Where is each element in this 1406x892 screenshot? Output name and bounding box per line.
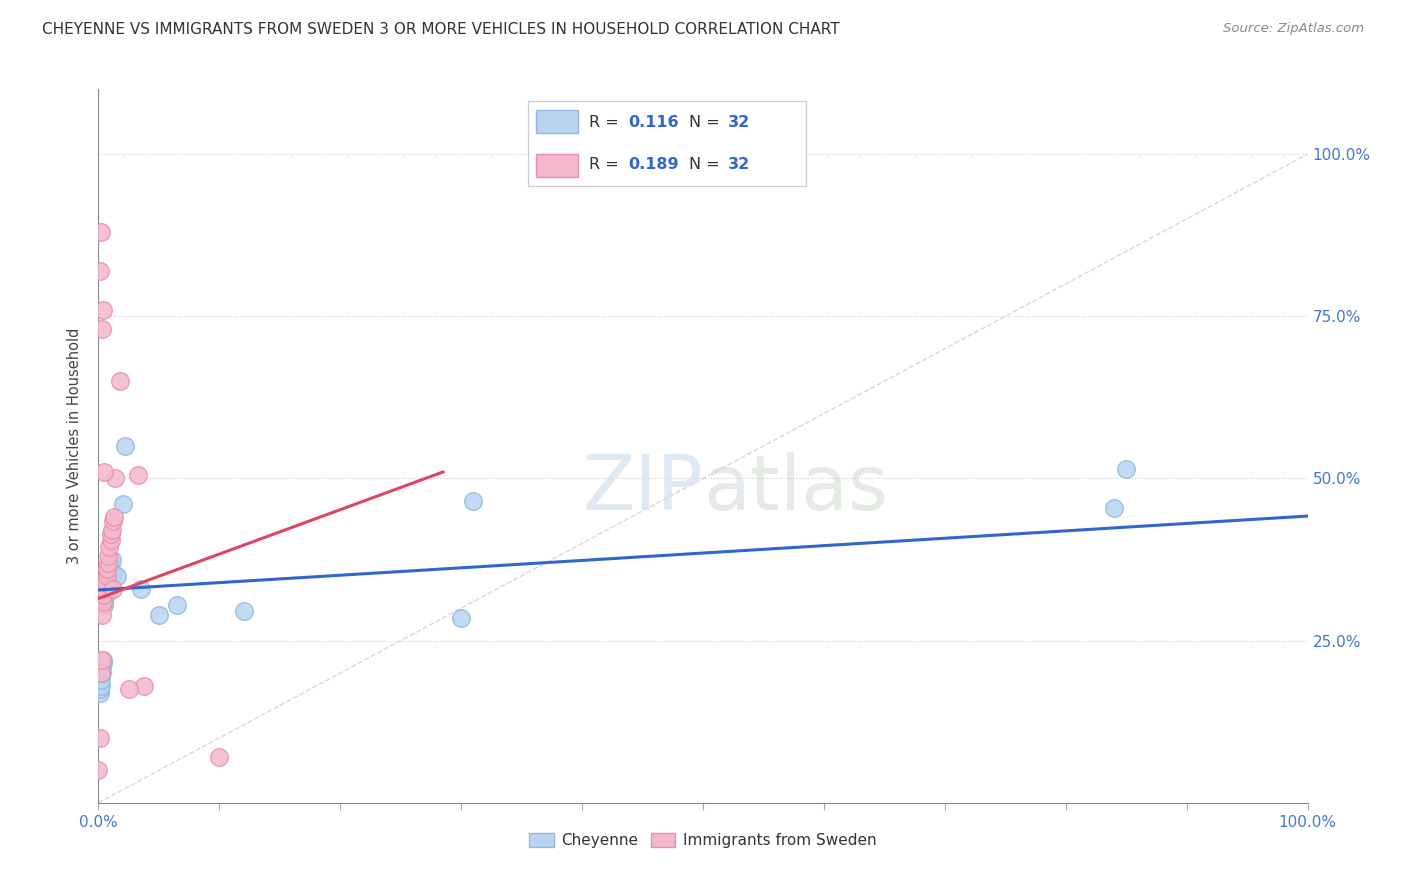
Point [1102,500,1125,515]
Y-axis label: 3 or more Vehicles in Household: 3 or more Vehicles in Household [67,328,83,564]
Point [91,595,114,609]
Point [90,225,112,239]
Point [89,731,111,745]
Point [93,582,115,596]
Point [94,588,117,602]
Point [100,526,122,541]
Point [91,322,114,336]
Point [94,575,117,590]
Point [91,588,114,602]
Point [104,471,127,485]
Point [105,568,128,582]
Point [111,497,134,511]
Point [91,653,114,667]
Point [91,666,114,681]
Point [100,556,122,570]
Point [89,264,111,278]
Point [97,556,120,570]
Point [96,575,118,590]
Point [97,549,120,564]
Point [90,679,112,693]
Point [96,568,118,582]
Point [97,572,120,586]
Point [91,607,114,622]
Point [98,568,121,582]
Point [232,604,254,618]
Point [93,575,115,590]
Point [129,582,152,596]
Point [91,302,114,317]
Point [127,468,149,483]
Point [91,659,114,673]
Point [89,685,111,699]
Point [91,657,114,671]
Point [96,578,118,592]
Text: CHEYENNE VS IMMIGRANTS FROM SWEDEN 3 OR MORE VEHICLES IN HOUSEHOLD CORRELATION C: CHEYENNE VS IMMIGRANTS FROM SWEDEN 3 OR … [42,22,839,37]
Point [100,524,122,538]
Point [100,566,122,580]
Point [98,540,121,554]
Text: atlas: atlas [703,452,887,525]
Point [101,566,124,580]
Point [91,653,114,667]
Point [101,582,124,596]
Point [100,552,122,566]
Point [101,514,124,528]
Point [134,679,156,693]
Point [90,666,112,681]
Point [148,607,170,622]
Point [89,682,111,697]
Point [208,750,231,764]
Text: Source: ZipAtlas.com: Source: ZipAtlas.com [1223,22,1364,36]
Point [114,439,136,453]
Point [103,510,125,524]
Point [108,374,131,388]
Point [93,595,115,609]
Text: ZIP: ZIP [582,452,703,525]
Point [1115,461,1137,475]
Point [463,494,485,508]
Point [100,533,122,547]
Point [90,673,112,687]
Point [93,598,115,612]
Point [87,764,110,778]
Point [94,582,117,596]
Point [118,682,141,697]
Point [96,562,118,576]
Point [97,575,120,590]
Point [450,611,472,625]
Point [93,465,115,479]
Legend: Cheyenne, Immigrants from Sweden: Cheyenne, Immigrants from Sweden [522,825,884,855]
Point [166,598,188,612]
